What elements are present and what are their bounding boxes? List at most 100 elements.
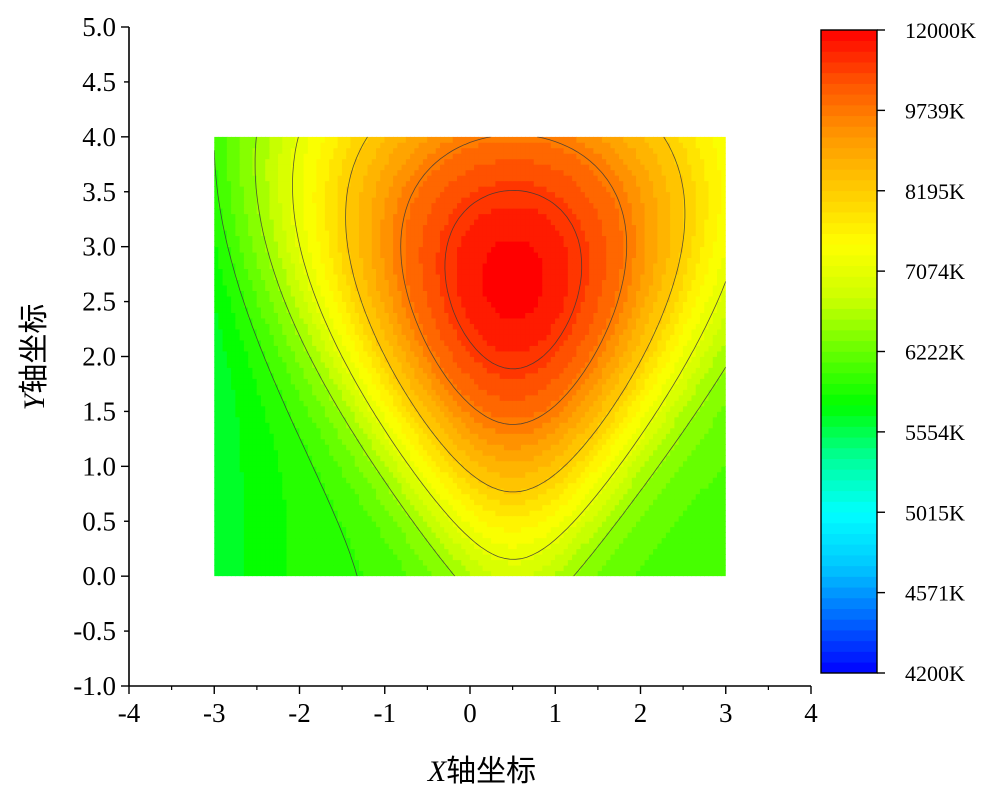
field-cell	[243, 433, 249, 440]
field-cell	[431, 510, 437, 517]
field-cell	[277, 477, 283, 484]
field-cell	[482, 521, 488, 528]
field-cell	[699, 543, 705, 550]
field-cell	[405, 350, 411, 357]
field-cell	[486, 477, 492, 484]
field-cell	[418, 416, 424, 423]
field-cell	[324, 427, 330, 434]
field-cell	[546, 477, 552, 484]
field-cell	[341, 499, 347, 506]
field-cell	[712, 372, 718, 379]
field-cell	[277, 361, 283, 368]
field-cell	[376, 499, 381, 506]
field-cell	[512, 488, 518, 495]
field-cell	[508, 499, 514, 506]
field-cell	[299, 499, 305, 506]
field-cell	[444, 510, 450, 517]
field-cell	[401, 548, 407, 555]
field-cell	[717, 504, 722, 511]
field-cell	[363, 504, 369, 511]
field-cell	[320, 515, 326, 522]
field-cell	[388, 356, 394, 363]
field-cell	[457, 488, 462, 495]
field-cell	[508, 493, 514, 500]
field-cell	[653, 427, 658, 434]
field-cell	[665, 504, 671, 511]
field-cell	[376, 350, 381, 357]
field-cell	[401, 526, 407, 533]
field-cell	[474, 345, 479, 352]
field-cell	[623, 460, 629, 467]
field-cell	[346, 570, 352, 577]
field-cell	[567, 559, 573, 566]
field-cell	[410, 515, 415, 522]
field-cell	[448, 488, 454, 495]
field-cell	[644, 515, 650, 522]
field-cell	[329, 422, 334, 429]
field-cell	[337, 449, 343, 456]
field-cell	[640, 477, 646, 484]
field-cell	[717, 543, 722, 550]
field-cell	[525, 504, 531, 511]
field-cell	[248, 559, 254, 566]
field-cell	[444, 378, 450, 385]
field-cell	[265, 438, 271, 445]
field-cell	[682, 422, 688, 429]
field-cell	[465, 537, 471, 544]
field-cell	[657, 504, 663, 511]
field-cell	[546, 411, 552, 418]
field-cell	[606, 400, 612, 407]
field-cell	[320, 400, 326, 407]
field-cell	[376, 372, 381, 379]
field-cell	[277, 537, 283, 544]
field-cell	[316, 433, 322, 440]
field-cell	[597, 449, 603, 456]
field-cell	[674, 515, 680, 522]
field-cell	[614, 559, 620, 566]
field-cell	[333, 378, 339, 385]
field-cell	[235, 400, 241, 407]
field-cell	[704, 471, 710, 478]
field-cell	[422, 564, 428, 572]
field-cell	[559, 526, 565, 533]
field-cell	[499, 532, 505, 539]
field-cell	[618, 471, 624, 478]
field-cell	[657, 564, 663, 572]
field-cell	[290, 493, 296, 500]
field-cell	[610, 444, 616, 451]
field-cell	[414, 493, 420, 500]
field-cell	[350, 416, 356, 423]
field-cell	[431, 570, 437, 577]
field-cell	[482, 570, 488, 577]
field-cell	[354, 504, 360, 511]
field-cell	[618, 521, 624, 528]
field-cell	[329, 350, 334, 357]
field-cell	[593, 438, 599, 445]
field-cell	[465, 532, 471, 539]
field-cell	[516, 543, 522, 550]
field-cell	[397, 471, 403, 478]
field-cell	[303, 356, 309, 363]
field-cell	[520, 411, 526, 418]
field-cell	[542, 532, 548, 539]
field-cell	[691, 504, 697, 511]
field-cell	[491, 477, 496, 484]
field-cell	[312, 548, 317, 555]
field-cell	[636, 405, 641, 412]
field-cell	[316, 493, 322, 500]
field-cell	[448, 400, 454, 407]
field-cell	[341, 345, 347, 352]
field-cell	[354, 488, 360, 495]
field-cell	[243, 532, 249, 539]
field-cell	[401, 438, 407, 445]
field-cell	[704, 499, 710, 506]
field-cell	[448, 438, 454, 445]
field-cell	[589, 405, 595, 412]
field-cell	[260, 405, 266, 412]
field-cell	[721, 455, 726, 462]
field-cell	[350, 383, 356, 390]
field-cell	[674, 460, 680, 467]
field-cell	[346, 510, 352, 517]
field-cell	[295, 422, 300, 429]
field-cell	[704, 433, 710, 440]
